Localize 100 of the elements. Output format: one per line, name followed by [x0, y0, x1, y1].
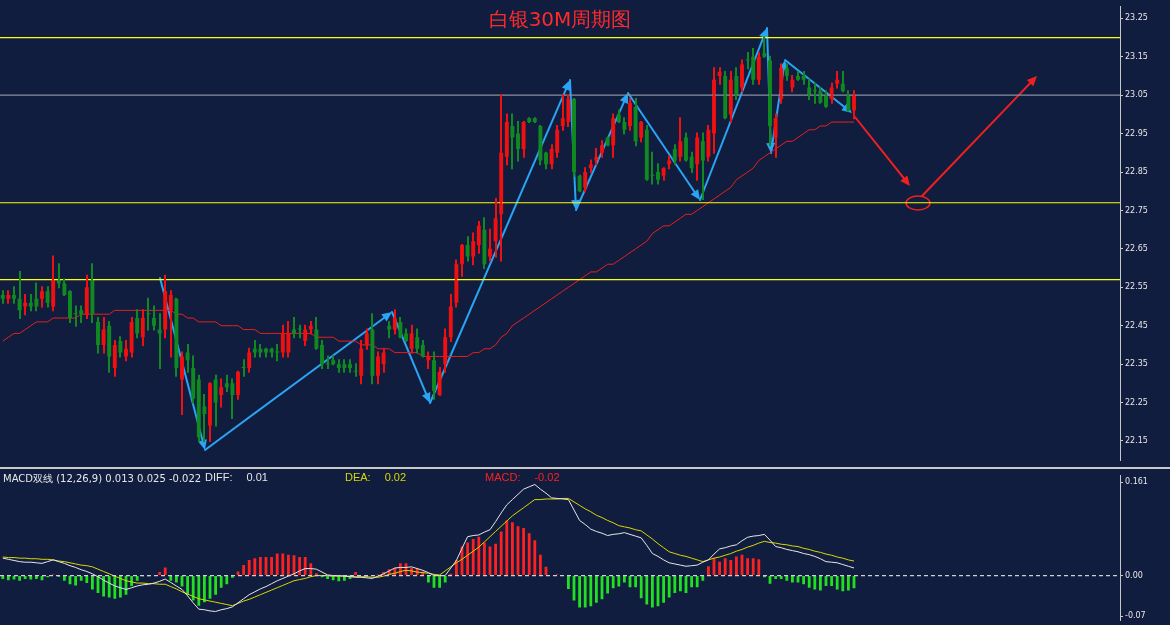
bar: [91, 576, 94, 590]
bar: [634, 576, 637, 588]
bar: [471, 539, 475, 576]
bar: [287, 554, 290, 576]
bar: [847, 576, 850, 591]
y-tick-label: 22.25: [1125, 397, 1148, 407]
y-tick-label: 0.00: [1125, 570, 1143, 580]
annotation: -0.02: [534, 471, 560, 483]
bar: [79, 576, 83, 581]
bar: [203, 576, 206, 603]
bar: [673, 576, 677, 593]
chart-title: MACD双线 (12,26,9) 0.013 0.025 -0.022: [3, 472, 202, 486]
y-tick-label: 23.25: [1125, 13, 1148, 23]
bar: [466, 542, 469, 576]
y-tick-label: 0.161: [1125, 477, 1148, 487]
y-tick-label: 22.55: [1125, 282, 1148, 292]
bar: [807, 576, 811, 588]
bar: [427, 576, 430, 583]
bar: [499, 531, 503, 576]
bar: [527, 533, 531, 576]
bar: [438, 576, 441, 588]
bar: [477, 536, 481, 576]
text: MACD:: [485, 471, 521, 483]
bar: [169, 576, 173, 581]
text: DEA:: [345, 471, 371, 483]
bar: [830, 576, 833, 586]
bar: [578, 576, 581, 608]
bar: [214, 576, 217, 595]
annotation: 0.02: [384, 471, 407, 483]
bar: [695, 576, 699, 588]
bar: [1, 576, 5, 580]
bar: [774, 576, 777, 580]
bar: [163, 567, 167, 576]
bar: [18, 576, 21, 581]
bar: [443, 576, 447, 583]
bar: [35, 576, 38, 580]
bar: [74, 576, 77, 586]
bar: [690, 576, 693, 588]
y-tick-label: 22.65: [1125, 243, 1148, 253]
bar: [505, 520, 509, 576]
bar: [511, 522, 514, 576]
text: DIFF:: [205, 471, 233, 483]
bar: [735, 556, 738, 576]
bar: [729, 559, 733, 576]
bar: [779, 576, 783, 580]
bar: [326, 576, 329, 580]
bar: [723, 558, 727, 576]
bar: [645, 576, 649, 605]
y-tick-label: -0.07: [1125, 611, 1146, 621]
bar: [595, 576, 598, 603]
bar: [617, 576, 621, 587]
bar: [679, 576, 682, 592]
bar: [589, 576, 593, 607]
bar: [23, 576, 27, 580]
bar: [567, 576, 570, 589]
bar: [835, 576, 839, 590]
bar: [751, 558, 755, 576]
bar: [611, 576, 615, 589]
bar: [494, 543, 497, 576]
y-tick-label: 23.05: [1125, 90, 1148, 100]
bar: [135, 576, 139, 581]
y-tick-label: 22.45: [1125, 320, 1148, 330]
bar: [667, 576, 671, 598]
bar: [225, 576, 229, 585]
bar: [29, 576, 33, 580]
bar: [303, 556, 307, 576]
bar: [785, 576, 789, 581]
y-tick-label: 22.35: [1125, 359, 1148, 369]
bar: [718, 561, 721, 576]
bar: [197, 576, 201, 606]
bar: [219, 576, 223, 588]
bar: [253, 558, 257, 576]
bar: [354, 572, 357, 576]
chart-title: 白银30M周期图: [487, 6, 633, 33]
bar: [802, 576, 805, 585]
bar: [309, 563, 313, 576]
bar: [623, 576, 626, 583]
bar: [63, 576, 66, 581]
bar: [107, 576, 111, 598]
bar: [275, 553, 279, 576]
bar: [483, 542, 486, 576]
bar: [813, 576, 817, 590]
bar: [701, 576, 705, 581]
y-tick-label: 23.15: [1125, 51, 1148, 61]
bar: [298, 556, 301, 576]
bar: [639, 576, 643, 599]
bar: [270, 556, 273, 576]
bar: [757, 559, 761, 576]
y-tick-label: 22.15: [1125, 436, 1148, 446]
bar: [186, 576, 189, 595]
bar: [175, 576, 178, 583]
bar: [259, 556, 262, 576]
bar: [539, 554, 542, 576]
bar: [191, 576, 195, 601]
bar: [791, 576, 794, 583]
y-tick-label: 22.75: [1125, 205, 1148, 215]
bar: [583, 576, 587, 608]
bar: [242, 565, 245, 576]
bar: [841, 576, 845, 592]
annotation: 0.01: [246, 471, 268, 483]
